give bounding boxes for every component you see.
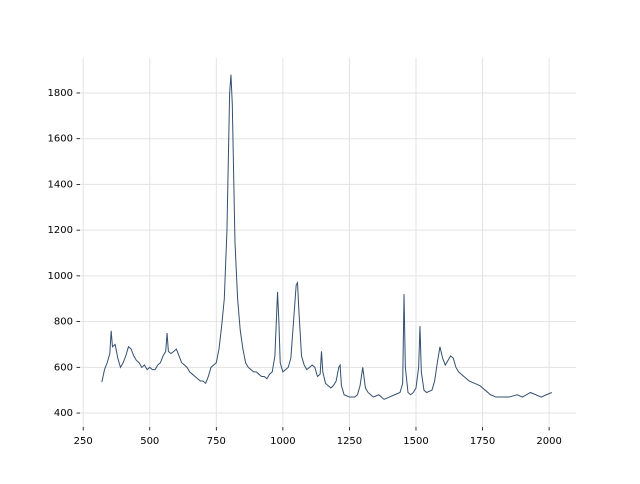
x-tick-label: 1750	[470, 436, 495, 447]
y-tick-label: 400	[54, 408, 73, 419]
x-tick-label: 500	[140, 436, 159, 447]
x-tick-label: 1500	[403, 436, 428, 447]
x-tick-label: 1000	[270, 436, 295, 447]
y-tick-label: 1400	[48, 179, 73, 190]
x-tick-label: 750	[207, 436, 226, 447]
y-tick-label: 600	[54, 362, 73, 373]
spectrum-line	[101, 74, 552, 400]
x-tick-label: 2000	[536, 436, 561, 447]
y-tick-label: 800	[54, 317, 73, 328]
y-tick-label: 1200	[48, 225, 73, 236]
y-tick-label: 1600	[48, 134, 73, 145]
x-tick-label: 1250	[337, 436, 362, 447]
x-tick-label: 250	[74, 436, 93, 447]
y-tick-label: 1000	[48, 271, 73, 282]
y-tick-label: 1800	[48, 88, 73, 99]
